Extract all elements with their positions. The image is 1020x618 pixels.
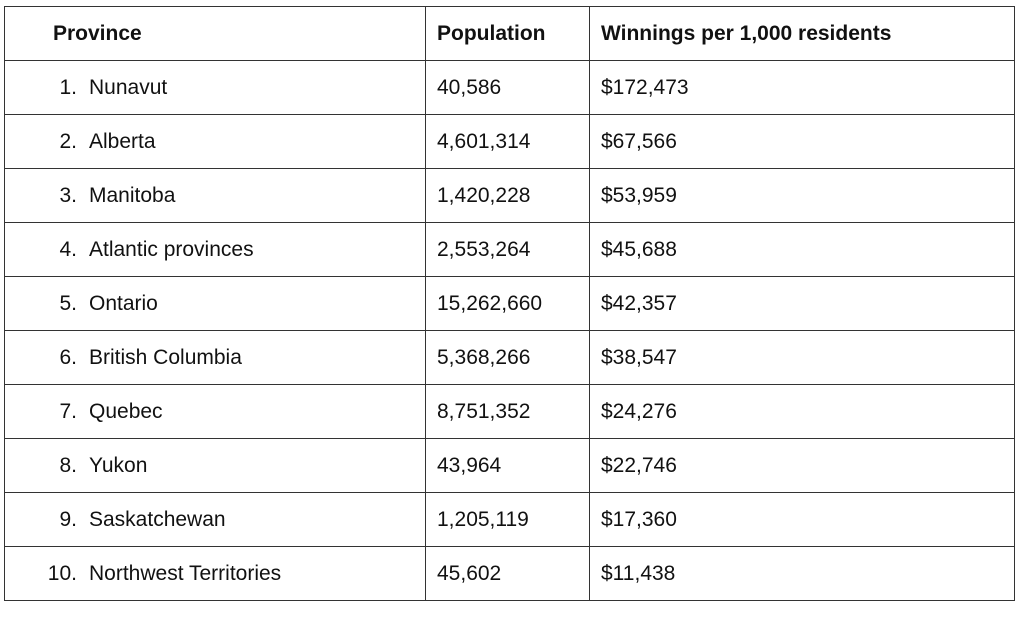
winnings-cell: $67,566 bbox=[589, 114, 1015, 169]
table-row: 8. Yukon 43,964 $22,746 bbox=[4, 438, 1015, 493]
winnings-cell: $53,959 bbox=[589, 168, 1015, 223]
header-row: Province Population Winnings per 1,000 r… bbox=[4, 6, 1015, 61]
rank: 6. bbox=[59, 345, 77, 369]
table-row: 7. Quebec 8,751,352 $24,276 bbox=[4, 384, 1015, 439]
rank: 3. bbox=[59, 183, 77, 207]
winnings-cell: $24,276 bbox=[589, 384, 1015, 439]
province-cell: 2. Alberta bbox=[4, 114, 426, 169]
table-row: 5. Ontario 15,262,660 $42,357 bbox=[4, 276, 1015, 331]
population-cell: 45,602 bbox=[425, 546, 590, 601]
population-cell: 4,601,314 bbox=[425, 114, 590, 169]
rank: 7. bbox=[59, 399, 77, 423]
province-cell: 6. British Columbia bbox=[4, 330, 426, 385]
winnings-cell: $22,746 bbox=[589, 438, 1015, 493]
rank: 4. bbox=[59, 237, 77, 261]
province-cell: 4. Atlantic provinces bbox=[4, 222, 426, 277]
table-row: 6. British Columbia 5,368,266 $38,547 bbox=[4, 330, 1015, 385]
province-cell: 9. Saskatchewan bbox=[4, 492, 426, 547]
province-cell: 8. Yukon bbox=[4, 438, 426, 493]
header-cell: Winnings per 1,000 residents bbox=[589, 6, 1015, 61]
province-name: Saskatchewan bbox=[89, 507, 226, 531]
province-name: Northwest Territories bbox=[89, 561, 282, 585]
population-cell: 43,964 bbox=[425, 438, 590, 493]
province-cell: 3. Manitoba bbox=[4, 168, 426, 223]
rank: 8. bbox=[59, 453, 77, 477]
province-cell: 7. Quebec bbox=[4, 384, 426, 439]
province-name: British Columbia bbox=[89, 345, 242, 369]
province-table: Province Population Winnings per 1,000 r… bbox=[4, 6, 1015, 601]
table-row: 2. Alberta 4,601,314 $67,566 bbox=[4, 114, 1015, 169]
rank: 1. bbox=[59, 75, 77, 99]
population-cell: 8,751,352 bbox=[425, 384, 590, 439]
table-row: 9. Saskatchewan 1,205,119 $17,360 bbox=[4, 492, 1015, 547]
province-cell: 1. Nunavut bbox=[4, 60, 426, 115]
rank: 9. bbox=[59, 507, 77, 531]
winnings-cell: $45,688 bbox=[589, 222, 1015, 277]
table-body: 1. Nunavut 40,586 $172,473 2. Alberta 4,601,31… bbox=[4, 60, 1015, 601]
population-cell: 15,262,660 bbox=[425, 276, 590, 331]
table-row: 1. Nunavut 40,586 $172,473 bbox=[4, 60, 1015, 115]
table-row: 4. Atlantic provinces 2,553,264 $45,688 bbox=[4, 222, 1015, 277]
header-cell: Province bbox=[4, 6, 426, 61]
rank: 2. bbox=[59, 129, 77, 153]
header-cell: Population bbox=[425, 6, 590, 61]
province-name: Yukon bbox=[89, 453, 148, 477]
population-cell: 1,205,119 bbox=[425, 492, 590, 547]
winnings-cell: $172,473 bbox=[589, 60, 1015, 115]
province-cell: 5. Ontario bbox=[4, 276, 426, 331]
population-cell: 40,586 bbox=[425, 60, 590, 115]
province-name: Manitoba bbox=[89, 183, 176, 207]
province-cell: 10. Northwest Territories bbox=[4, 546, 426, 601]
province-name: Atlantic provinces bbox=[89, 237, 254, 261]
rank: 10. bbox=[47, 561, 77, 585]
province-name: Ontario bbox=[89, 291, 158, 315]
population-cell: 1,420,228 bbox=[425, 168, 590, 223]
winnings-cell: $17,360 bbox=[589, 492, 1015, 547]
province-name: Quebec bbox=[89, 399, 163, 423]
province-name: Nunavut bbox=[89, 75, 168, 99]
population-cell: 2,553,264 bbox=[425, 222, 590, 277]
winnings-cell: $42,357 bbox=[589, 276, 1015, 331]
rank: 5. bbox=[59, 291, 77, 315]
winnings-cell: $38,547 bbox=[589, 330, 1015, 385]
table-row: 3. Manitoba 1,420,228 $53,959 bbox=[4, 168, 1015, 223]
province-name: Alberta bbox=[89, 129, 156, 153]
winnings-cell: $11,438 bbox=[589, 546, 1015, 601]
population-cell: 5,368,266 bbox=[425, 330, 590, 385]
table-row: 10. Northwest Territories 45,602 $11,438 bbox=[4, 546, 1015, 601]
